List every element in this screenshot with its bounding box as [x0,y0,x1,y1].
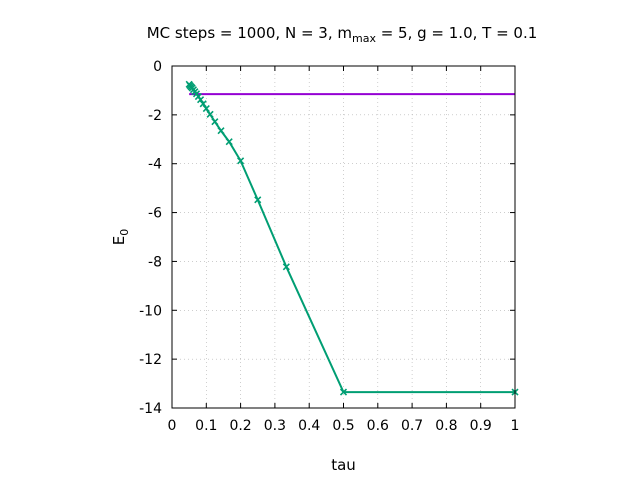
y-tick-label: -6 [148,206,162,222]
chart-title-suffix: = 5, g = 1.0, T = 0.1 [376,24,537,42]
series-1-line [188,83,515,394]
chart-title-prefix: MC steps = 1000, N = 3, m [147,24,352,42]
y-tick-label: 0 [153,59,162,75]
series-1-point [202,104,210,113]
y-axis-label: E0 [110,229,131,245]
x-tick-label: 0 [168,418,177,434]
y-tick-label: -10 [139,303,162,319]
x-tick-label: 0.8 [435,418,457,434]
series-1-point [206,110,214,118]
y-tick-label: -2 [148,108,162,124]
x-tick-label: 0.9 [470,418,492,434]
series-1-point [282,263,290,271]
x-tick-label: 0.5 [332,418,354,434]
series-1-point [237,157,245,165]
series-1-point [199,100,207,108]
series-1-point [225,138,233,146]
y-axis-label-main: E [110,236,128,245]
y-tick-label: -14 [139,401,162,417]
series-1-point [211,118,219,126]
y-tick-label: -12 [139,352,162,368]
series-1-point [197,96,205,104]
x-tick-label: 0.3 [264,418,286,434]
y-axis-label-sub: 0 [118,229,131,236]
y-tick-label: -8 [148,254,162,270]
series-1-point [339,388,348,396]
chart-title: MC steps = 1000, N = 3, mmax = 5, g = 1.… [147,24,538,45]
x-tick-label: 0.7 [401,418,423,434]
plot-frame [171,65,516,409]
x-axis-label: tau [331,456,356,474]
x-tick-label: 0.2 [229,418,251,434]
series-1-point [217,127,225,135]
grid [172,66,515,408]
y-tick-label: -4 [148,157,162,173]
ticks: 0 0.1 0.2 0.3 0.4 0.5 0.6 0.7 0.8 0.9 1 0 -2 -4 -6 -8 -1… [139,59,519,434]
chart-title-sub: max [352,32,376,45]
x-tick-label: 1 [511,418,520,434]
x-tick-label: 0.1 [195,418,217,434]
x-tick-label: 0.4 [298,418,320,434]
series-layer [185,80,519,396]
series-1-point [254,196,262,204]
x-tick-label: 0.6 [367,418,389,434]
